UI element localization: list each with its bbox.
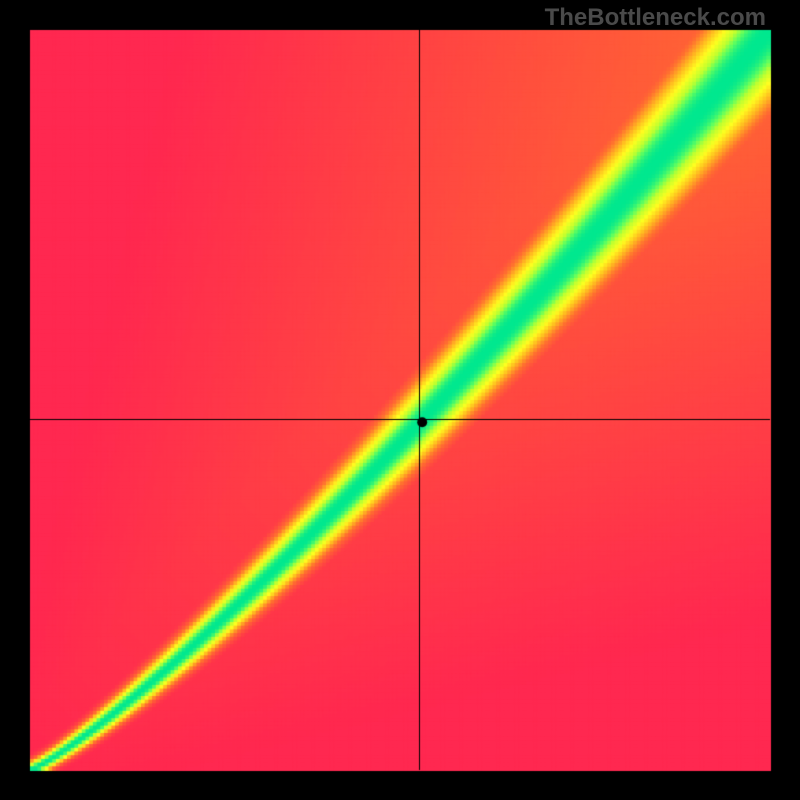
watermark-text: TheBottleneck.com	[545, 4, 766, 32]
bottleneck-heatmap	[0, 0, 800, 800]
chart-stage: TheBottleneck.com	[0, 0, 800, 800]
